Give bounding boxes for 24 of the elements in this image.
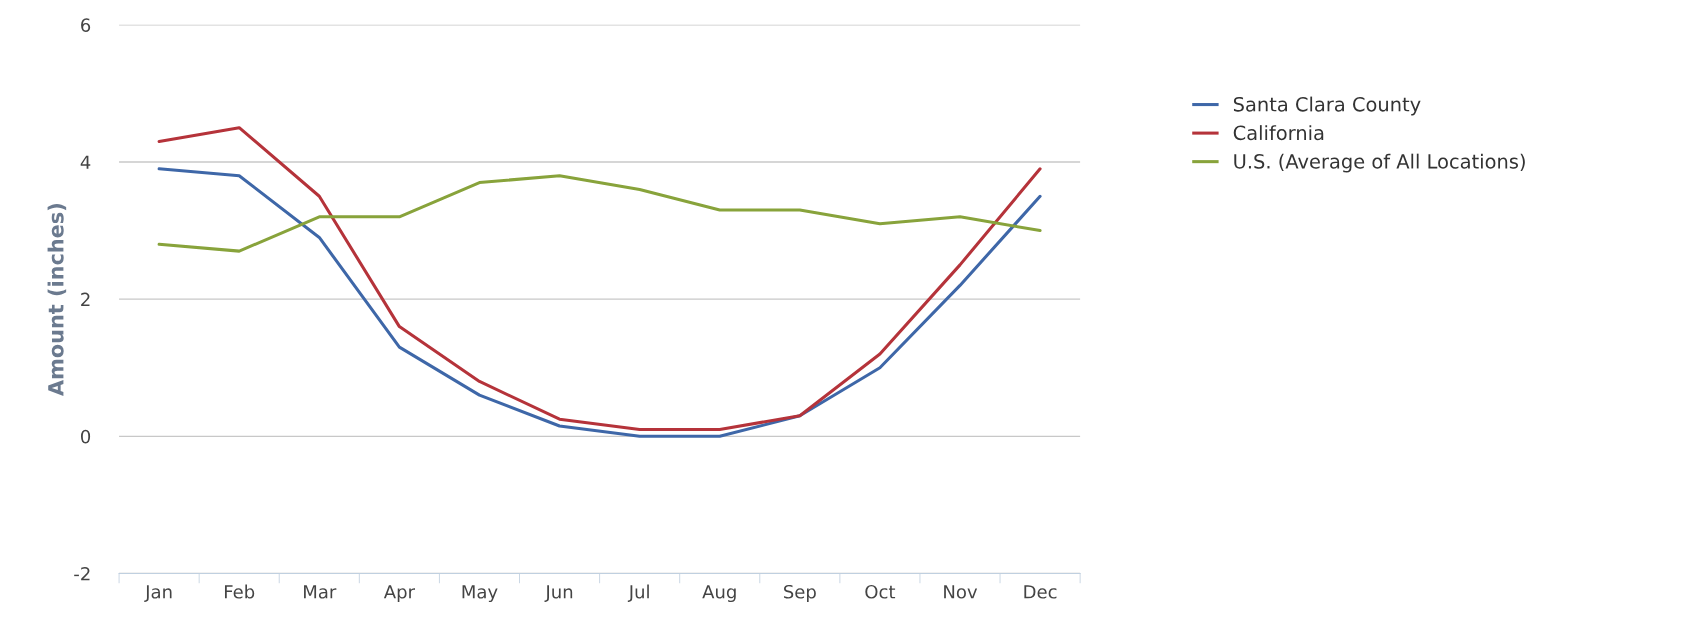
y-axis-title: Amount (inches)	[47, 204, 67, 396]
y-tick-label: 6	[81, 18, 91, 32]
x-tick-label: Jul	[627, 584, 649, 602]
x-tick-label: Jan	[144, 585, 172, 602]
y-tick-label: -2	[74, 566, 90, 581]
legend-label: California	[1233, 125, 1324, 141]
x-tick-label: Feb	[224, 584, 255, 599]
x-tick-label: Apr	[383, 585, 415, 603]
x-tick-label: Sep	[784, 584, 816, 603]
line-series	[157, 167, 1042, 438]
x-tick-label: Nov	[944, 585, 978, 599]
line-series	[157, 174, 1042, 253]
x-tick-label: Mar	[304, 585, 337, 599]
y-tick-label: 4	[80, 155, 91, 169]
x-tick-label: Oct	[865, 584, 896, 599]
x-tick-label: Jun	[544, 585, 573, 602]
y-tick-label: 2	[81, 292, 90, 307]
legend-label: Santa Clara County	[1233, 96, 1421, 116]
line-series	[157, 126, 1042, 431]
y-tick-label: 0	[80, 429, 91, 444]
x-tick-label: May	[462, 585, 498, 603]
x-tick-label: Dec	[1024, 585, 1057, 599]
x-tick-label: Aug	[702, 585, 736, 603]
legend-label: U.S. (Average of All Locations)	[1234, 153, 1525, 173]
